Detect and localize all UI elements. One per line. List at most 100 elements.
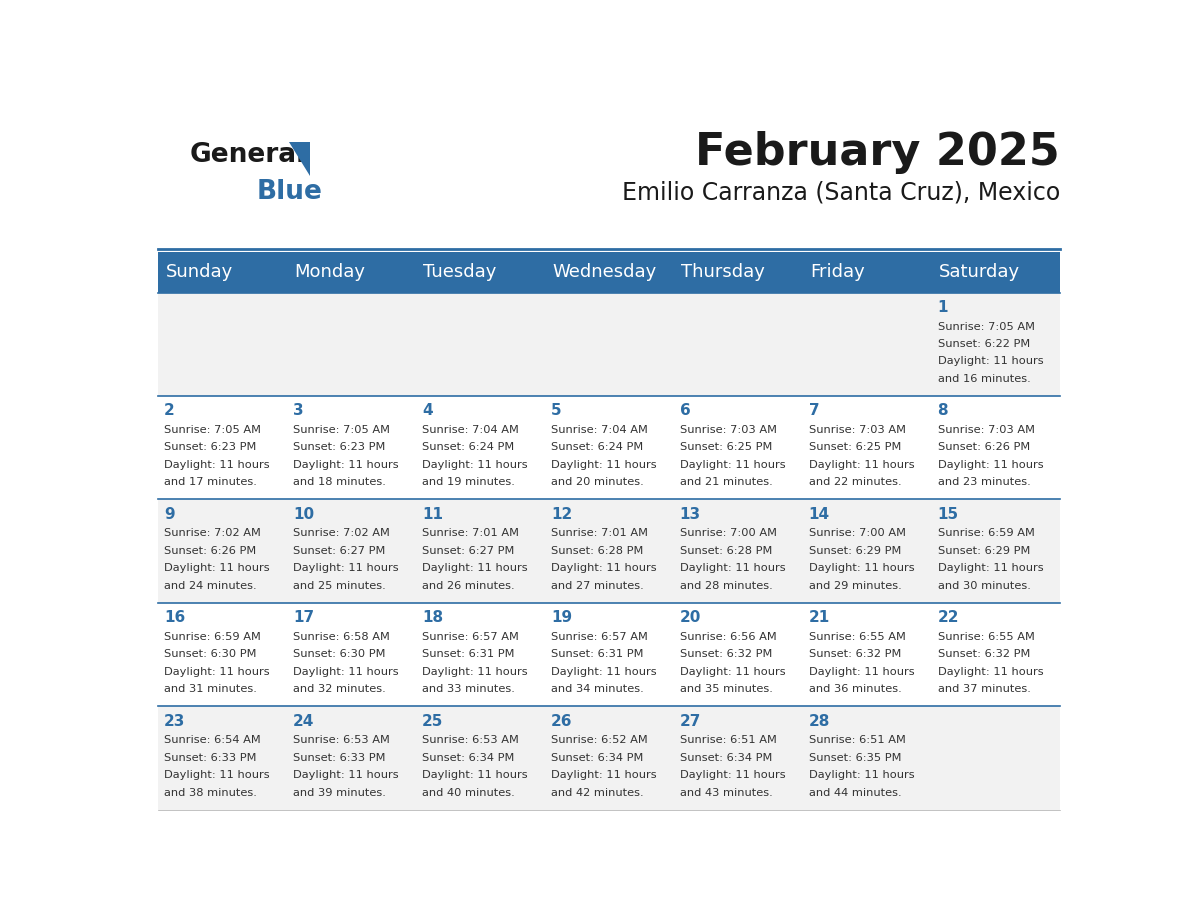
Text: Sunset: 6:32 PM: Sunset: 6:32 PM (937, 649, 1030, 659)
Text: Daylight: 11 hours: Daylight: 11 hours (164, 564, 270, 573)
Text: Sunset: 6:29 PM: Sunset: 6:29 PM (937, 546, 1030, 556)
Bar (802, 396, 931, 499)
Text: and 34 minutes.: and 34 minutes. (551, 684, 644, 694)
Text: and 43 minutes.: and 43 minutes. (680, 788, 772, 798)
Text: Daylight: 11 hours: Daylight: 11 hours (937, 564, 1043, 573)
Text: 11: 11 (422, 507, 443, 521)
Bar (416, 293, 544, 396)
Bar (802, 603, 931, 707)
Text: Sunset: 6:30 PM: Sunset: 6:30 PM (293, 649, 386, 659)
Text: 28: 28 (809, 713, 830, 729)
Text: Daylight: 11 hours: Daylight: 11 hours (937, 356, 1043, 366)
Bar (674, 293, 802, 396)
Text: Daylight: 11 hours: Daylight: 11 hours (809, 460, 915, 470)
Text: and 39 minutes.: and 39 minutes. (293, 788, 386, 798)
Bar (931, 499, 1060, 603)
Text: Sunrise: 7:05 AM: Sunrise: 7:05 AM (164, 425, 261, 435)
Text: Friday: Friday (810, 263, 865, 281)
Text: Sunrise: 6:53 AM: Sunrise: 6:53 AM (293, 735, 390, 745)
Text: and 30 minutes.: and 30 minutes. (937, 580, 1030, 590)
Polygon shape (290, 142, 310, 176)
Text: Sunset: 6:25 PM: Sunset: 6:25 PM (809, 442, 901, 453)
Text: Sunrise: 6:58 AM: Sunrise: 6:58 AM (293, 632, 390, 642)
Text: and 16 minutes.: and 16 minutes. (937, 374, 1030, 384)
Text: Sunset: 6:31 PM: Sunset: 6:31 PM (422, 649, 514, 659)
Text: Sunrise: 7:03 AM: Sunrise: 7:03 AM (680, 425, 777, 435)
Text: 18: 18 (422, 610, 443, 625)
Bar (286, 293, 416, 396)
Bar (544, 499, 674, 603)
Text: Sunset: 6:26 PM: Sunset: 6:26 PM (164, 546, 257, 556)
Bar (416, 396, 544, 499)
Text: Sunset: 6:23 PM: Sunset: 6:23 PM (164, 442, 257, 453)
Text: Daylight: 11 hours: Daylight: 11 hours (164, 460, 270, 470)
Text: Sunrise: 7:01 AM: Sunrise: 7:01 AM (551, 529, 647, 539)
Text: 1: 1 (937, 300, 948, 315)
Text: 2: 2 (164, 403, 175, 419)
Text: Sunrise: 6:52 AM: Sunrise: 6:52 AM (551, 735, 647, 745)
Bar (286, 603, 416, 707)
Text: Sunset: 6:34 PM: Sunset: 6:34 PM (680, 753, 772, 763)
Bar (544, 293, 674, 396)
Text: Sunset: 6:24 PM: Sunset: 6:24 PM (422, 442, 514, 453)
Text: and 32 minutes.: and 32 minutes. (293, 684, 386, 694)
Bar (416, 499, 544, 603)
Text: Daylight: 11 hours: Daylight: 11 hours (422, 770, 527, 780)
Text: 25: 25 (422, 713, 443, 729)
Bar (544, 396, 674, 499)
Bar (931, 252, 1060, 293)
Text: Daylight: 11 hours: Daylight: 11 hours (422, 564, 527, 573)
Text: Monday: Monday (295, 263, 366, 281)
Text: 23: 23 (164, 713, 185, 729)
Text: 27: 27 (680, 713, 701, 729)
Bar (416, 252, 544, 293)
Text: and 36 minutes.: and 36 minutes. (809, 684, 902, 694)
Text: Daylight: 11 hours: Daylight: 11 hours (680, 770, 785, 780)
Bar (158, 603, 286, 707)
Text: and 17 minutes.: and 17 minutes. (164, 477, 257, 487)
Text: 8: 8 (937, 403, 948, 419)
Text: Daylight: 11 hours: Daylight: 11 hours (551, 564, 657, 573)
Text: Sunrise: 7:05 AM: Sunrise: 7:05 AM (937, 321, 1035, 331)
Text: Sunrise: 6:56 AM: Sunrise: 6:56 AM (680, 632, 777, 642)
Text: 7: 7 (809, 403, 820, 419)
Text: 20: 20 (680, 610, 701, 625)
Bar (158, 293, 286, 396)
Text: Sunrise: 7:01 AM: Sunrise: 7:01 AM (422, 529, 519, 539)
Text: Sunset: 6:32 PM: Sunset: 6:32 PM (809, 649, 901, 659)
Text: Sunrise: 6:51 AM: Sunrise: 6:51 AM (809, 735, 905, 745)
Text: 24: 24 (293, 713, 315, 729)
Text: Sunrise: 7:03 AM: Sunrise: 7:03 AM (809, 425, 905, 435)
Bar (802, 499, 931, 603)
Text: Daylight: 11 hours: Daylight: 11 hours (809, 770, 915, 780)
Text: Sunrise: 6:59 AM: Sunrise: 6:59 AM (164, 632, 261, 642)
Bar (158, 396, 286, 499)
Text: Sunrise: 6:55 AM: Sunrise: 6:55 AM (809, 632, 905, 642)
Text: Sunrise: 6:57 AM: Sunrise: 6:57 AM (422, 632, 519, 642)
Text: and 27 minutes.: and 27 minutes. (551, 580, 644, 590)
Text: and 25 minutes.: and 25 minutes. (293, 580, 386, 590)
Text: Sunset: 6:33 PM: Sunset: 6:33 PM (164, 753, 257, 763)
Bar (286, 707, 416, 810)
Text: 26: 26 (551, 713, 573, 729)
Text: and 19 minutes.: and 19 minutes. (422, 477, 514, 487)
Text: General: General (190, 142, 307, 168)
Text: and 37 minutes.: and 37 minutes. (937, 684, 1030, 694)
Text: and 38 minutes.: and 38 minutes. (164, 788, 257, 798)
Text: and 33 minutes.: and 33 minutes. (422, 684, 514, 694)
Text: Wednesday: Wednesday (552, 263, 657, 281)
Text: Daylight: 11 hours: Daylight: 11 hours (293, 666, 399, 677)
Text: Sunset: 6:26 PM: Sunset: 6:26 PM (937, 442, 1030, 453)
Text: Emilio Carranza (Santa Cruz), Mexico: Emilio Carranza (Santa Cruz), Mexico (621, 181, 1060, 205)
Bar (802, 293, 931, 396)
Text: Sunrise: 6:54 AM: Sunrise: 6:54 AM (164, 735, 261, 745)
Bar (674, 499, 802, 603)
Bar (286, 396, 416, 499)
Text: 9: 9 (164, 507, 175, 521)
Text: Daylight: 11 hours: Daylight: 11 hours (551, 666, 657, 677)
Text: Sunset: 6:34 PM: Sunset: 6:34 PM (422, 753, 514, 763)
Text: Sunset: 6:35 PM: Sunset: 6:35 PM (809, 753, 902, 763)
Text: and 31 minutes.: and 31 minutes. (164, 684, 257, 694)
Text: Daylight: 11 hours: Daylight: 11 hours (551, 770, 657, 780)
Text: Daylight: 11 hours: Daylight: 11 hours (164, 666, 270, 677)
